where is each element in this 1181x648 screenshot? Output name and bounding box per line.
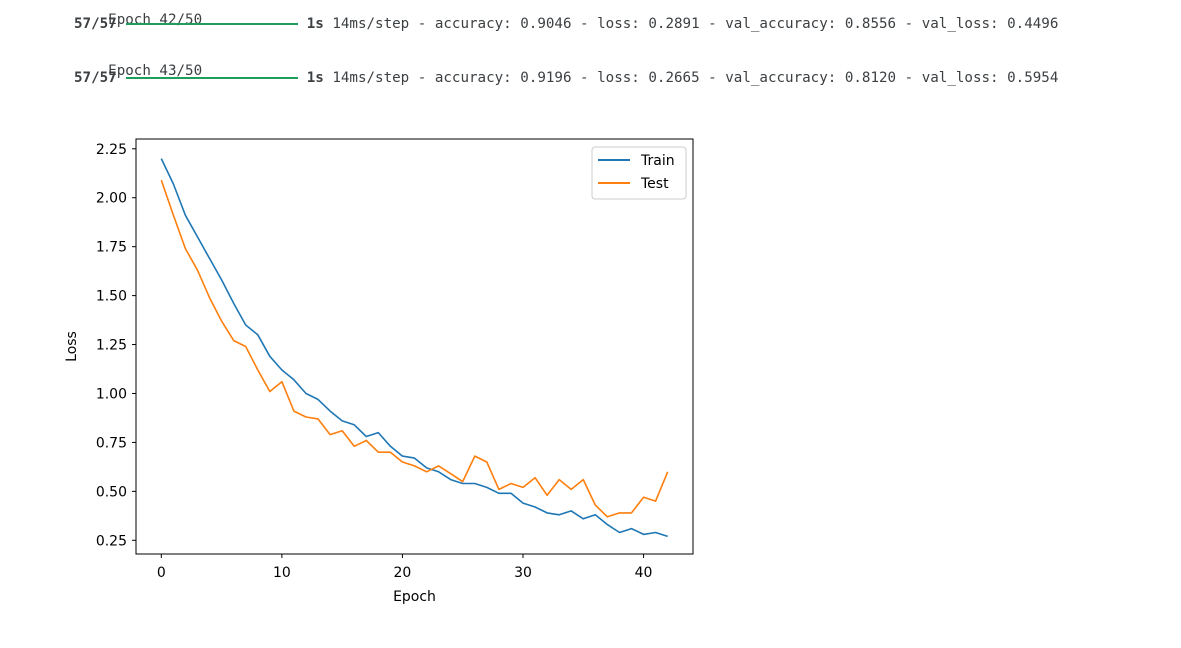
legend: Train Test — [591, 146, 687, 200]
x-axis-label: Epoch — [393, 589, 436, 605]
legend-box — [591, 146, 687, 200]
legend-label-train: Train — [640, 153, 675, 169]
y-tick-label: 2.25 — [96, 142, 127, 158]
series-line-train — [160, 158, 668, 538]
y-tick-label: 0.25 — [96, 533, 127, 549]
metrics-text: 14ms/step - accuracy: 0.9046 - loss: 0.2… — [323, 16, 1059, 32]
axes-frame — [135, 138, 694, 555]
x-axis-ticks: 0 10 20 30 40 — [157, 554, 653, 581]
y-tick-label: 1.00 — [96, 386, 127, 402]
y-axis-ticks: 0.25 0.50 0.75 1.00 1.25 1.50 1.75 2.00 2.25 — [96, 142, 136, 549]
steps-count: 57/57 — [74, 16, 117, 32]
epoch-line: Epoch 43/50 — [74, 41, 202, 79]
plot-lines — [160, 158, 669, 538]
progress-line: 57/57 1s 14ms/step - accuracy: 0.9046 - l… — [74, 14, 1058, 34]
y-tick-label: 1.75 — [96, 240, 127, 256]
x-tick-label: 40 — [635, 565, 653, 581]
steps-count: 57/57 — [74, 70, 117, 86]
x-tick-label: 20 — [394, 565, 412, 581]
x-tick-label: 30 — [514, 565, 532, 581]
y-tick-label: 0.75 — [96, 435, 127, 451]
duration: 1s — [306, 16, 324, 32]
y-tick-label: 0.50 — [96, 484, 127, 500]
metrics-text: 14ms/step - accuracy: 0.9196 - loss: 0.2… — [323, 70, 1059, 86]
progress-line: 57/57 1s 14ms/step - accuracy: 0.9196 - l… — [74, 68, 1058, 88]
epoch-line: Epoch 42/50 — [74, 0, 202, 28]
x-tick-label: 10 — [273, 565, 291, 581]
legend-label-test: Test — [640, 176, 669, 192]
progress-bar — [125, 23, 298, 25]
y-tick-label: 1.25 — [96, 338, 127, 354]
y-axis-label: Loss — [64, 331, 80, 362]
epoch-label: Epoch 43/50 — [108, 63, 203, 79]
y-tick-label: 2.00 — [96, 191, 127, 207]
progress-bar — [125, 77, 298, 79]
x-tick-label: 0 — [157, 565, 166, 581]
duration: 1s — [306, 70, 324, 86]
y-tick-label: 1.50 — [96, 289, 127, 305]
series-line-test — [160, 179, 669, 518]
